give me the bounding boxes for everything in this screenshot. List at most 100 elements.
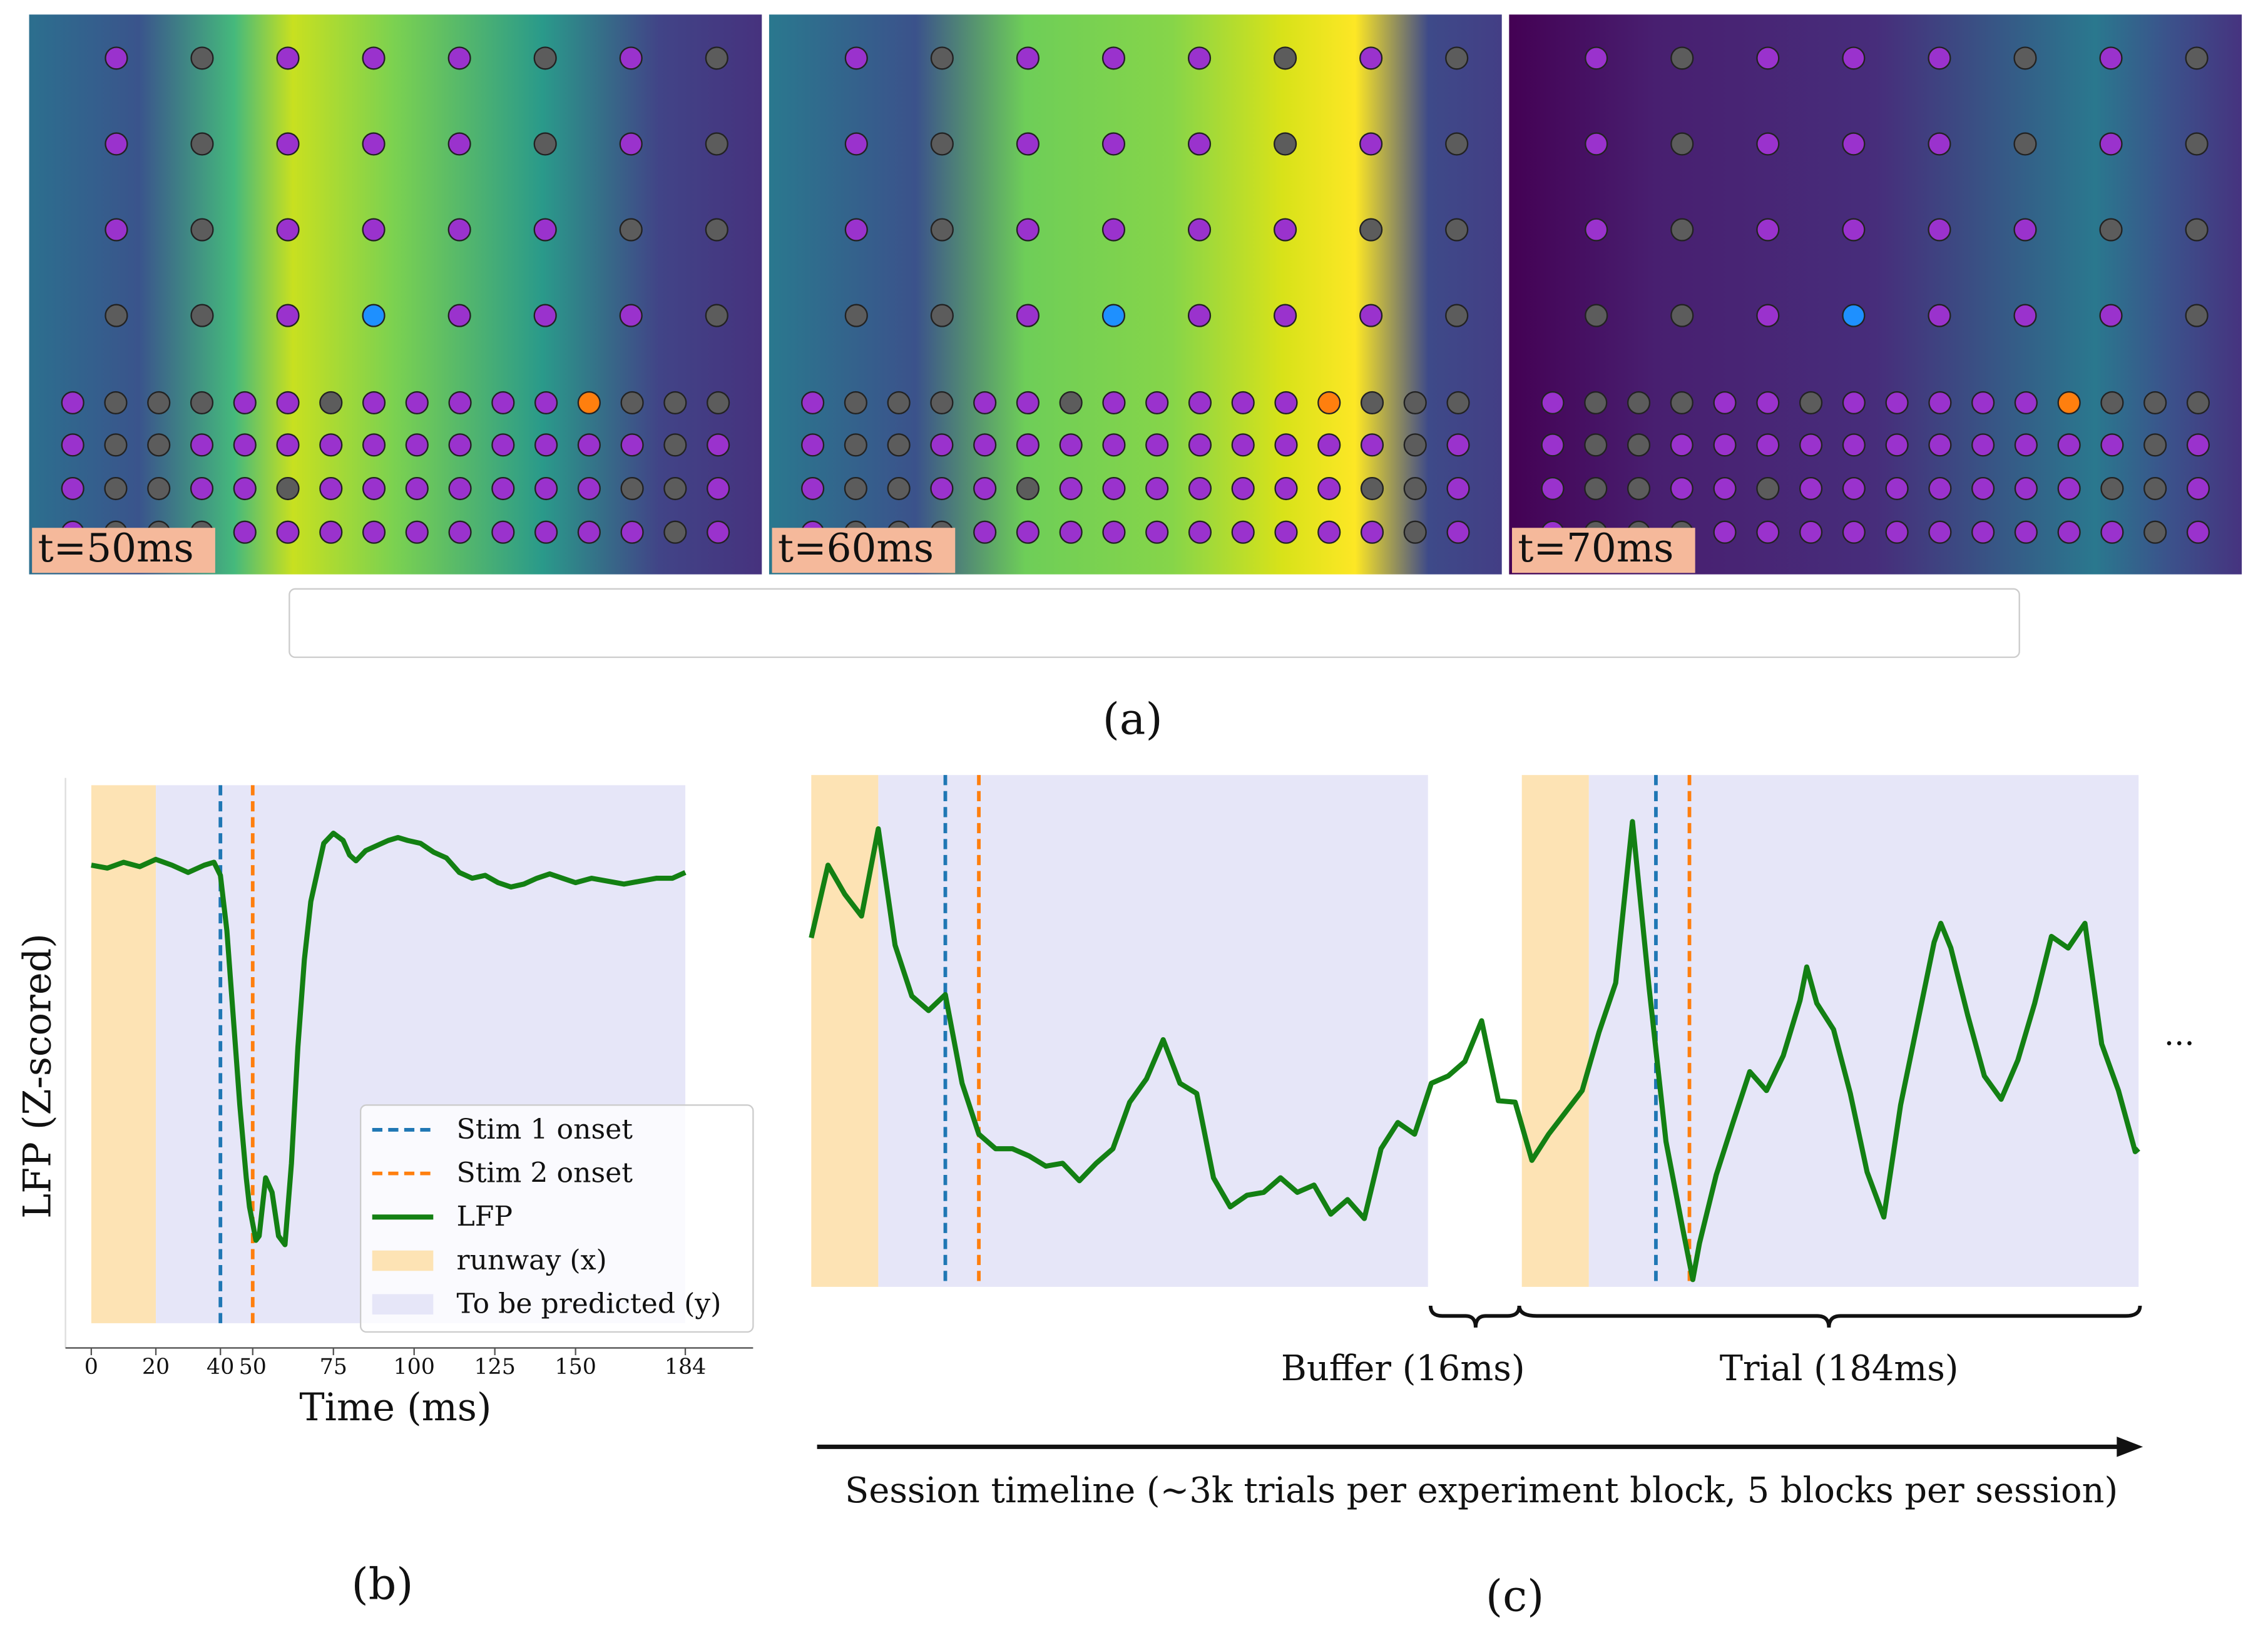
- electrode: [105, 218, 128, 242]
- electrode: [147, 433, 171, 457]
- electrode: [1274, 132, 1297, 156]
- heatmap: [29, 14, 762, 575]
- electrode: [1101, 132, 1126, 156]
- electrode: [620, 391, 644, 415]
- electrode: [319, 476, 343, 501]
- electrode: [448, 476, 472, 501]
- electrode: [276, 132, 300, 156]
- legend-box: [289, 588, 2020, 659]
- electrode: [2013, 132, 2037, 156]
- electrode: [577, 391, 601, 415]
- electrode: [1928, 520, 1952, 544]
- electrode: [973, 391, 997, 415]
- electrode: [362, 132, 386, 156]
- electrode: [233, 476, 257, 501]
- electrode: [1101, 46, 1126, 70]
- electrode: [1016, 218, 1040, 242]
- electrode: [801, 476, 825, 501]
- electrode: [1756, 476, 1780, 501]
- electrode: [705, 132, 728, 156]
- electrode: [190, 46, 214, 70]
- electrode: [233, 433, 257, 457]
- electrode: [1059, 476, 1083, 501]
- electrode: [844, 433, 867, 457]
- electrode: [887, 476, 911, 501]
- electrode: [1885, 433, 1909, 457]
- electrode: [276, 304, 300, 327]
- electrode: [1885, 391, 1909, 415]
- electrode: [1102, 520, 1126, 544]
- frame-label-box: [772, 528, 956, 573]
- electrode: [1101, 304, 1126, 327]
- electrode: [276, 218, 300, 242]
- electrode: [1274, 218, 1297, 242]
- electrode: [1756, 218, 1780, 242]
- electrode: [190, 218, 214, 242]
- electrode: [1971, 520, 1995, 544]
- heatmap: [1509, 14, 2242, 575]
- electrode: [233, 391, 257, 415]
- electrode: [1446, 433, 1470, 457]
- electrode: [619, 132, 643, 156]
- electrode: [1102, 476, 1126, 501]
- legend-patch: [372, 1294, 434, 1314]
- legend-label: Stim 2 onset: [456, 1157, 633, 1189]
- electrode: [362, 391, 386, 415]
- electrode: [105, 46, 128, 70]
- electrode: [2185, 218, 2209, 242]
- electrode: [190, 304, 214, 327]
- electrode: [1445, 46, 1469, 70]
- electrode: [1446, 520, 1470, 544]
- electrode: [844, 132, 868, 156]
- electrode: [663, 391, 687, 415]
- electrode: [2185, 132, 2209, 156]
- electrode: [1016, 520, 1040, 544]
- electrode: [930, 46, 954, 70]
- electrode: [447, 46, 471, 70]
- electrode: [844, 476, 867, 501]
- electrode: [801, 391, 825, 415]
- electrode: [405, 433, 429, 457]
- electrode: [2143, 391, 2167, 415]
- frame-label: t=50ms: [38, 525, 193, 571]
- electrode: [1187, 304, 1212, 327]
- electrode: [190, 476, 214, 501]
- legend-label: Stim 1 onset: [456, 1114, 633, 1145]
- electrode: [2014, 391, 2038, 415]
- electrode: [1670, 132, 1694, 156]
- electrode: [2099, 132, 2123, 156]
- frame-label: t=60ms: [778, 525, 934, 571]
- electrode: [1317, 433, 1341, 457]
- legend-label: To be predicted (y): [456, 1288, 721, 1320]
- electrode: [2186, 476, 2210, 501]
- electrode: [2186, 391, 2210, 415]
- electrode: [2014, 433, 2038, 457]
- annotation: Session timeline (~3k trials per experim…: [845, 1470, 2118, 1511]
- electrode: [2057, 433, 2081, 457]
- electrode: [1360, 433, 1384, 457]
- electrode: [1187, 218, 1212, 242]
- electrode: [105, 132, 128, 156]
- y-axis-label: LFP (Z-scored): [16, 933, 60, 1219]
- electrode: [1231, 476, 1255, 501]
- electrode: [1188, 433, 1212, 457]
- electrode: [663, 476, 687, 501]
- electrode: [362, 433, 386, 457]
- electrode: [448, 433, 472, 457]
- electrode: [1885, 476, 1909, 501]
- electrode: [2100, 433, 2124, 457]
- electrode: [2013, 304, 2037, 327]
- electrode: [362, 304, 386, 327]
- electrode: [1971, 391, 1995, 415]
- electrode: [1799, 476, 1823, 501]
- electrode: [1016, 476, 1040, 501]
- electrode: [930, 218, 954, 242]
- electrode: [105, 304, 128, 327]
- electrode: [1585, 46, 1608, 70]
- electrode: [319, 391, 343, 415]
- electrode: [1585, 218, 1608, 242]
- annotation: Buffer (16ms): [1281, 1348, 1525, 1389]
- electrode: [362, 46, 386, 70]
- electrode: [1842, 218, 1866, 242]
